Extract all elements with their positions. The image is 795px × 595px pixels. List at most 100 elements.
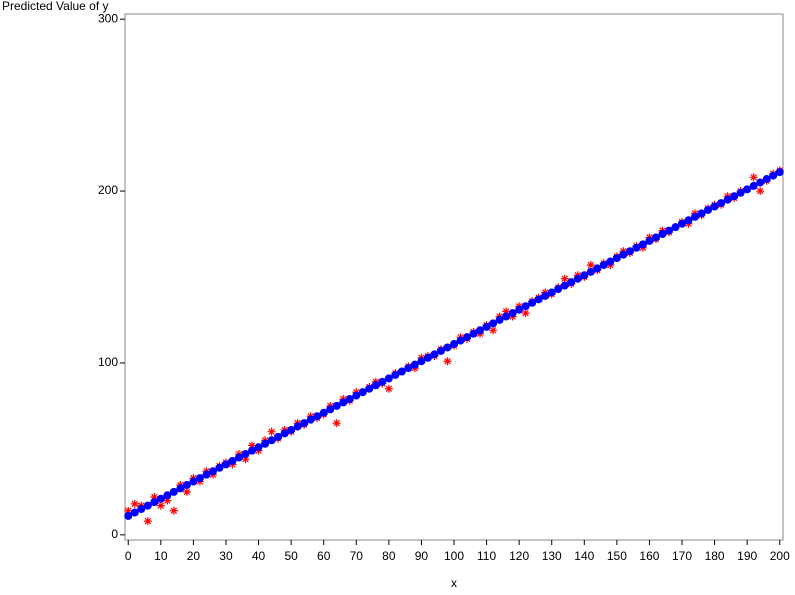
x-tick-label: 40 bbox=[252, 549, 266, 563]
x-tick-label: 120 bbox=[509, 549, 529, 563]
predicted-point bbox=[130, 508, 139, 517]
predicted-point bbox=[124, 511, 133, 520]
predicted-point bbox=[267, 436, 276, 445]
predicted-point bbox=[417, 357, 426, 366]
chart-title: Predicted Value of y bbox=[2, 0, 109, 13]
predicted-point bbox=[528, 298, 537, 307]
predicted-point bbox=[378, 377, 387, 386]
predicted-point bbox=[345, 395, 354, 404]
predicted-point bbox=[450, 340, 458, 349]
predicted-point bbox=[176, 484, 185, 493]
predicted-point bbox=[730, 192, 739, 201]
observed-point bbox=[332, 419, 341, 428]
predicted-point bbox=[150, 498, 159, 507]
predicted-point bbox=[384, 374, 393, 383]
y-tick-label: 300 bbox=[98, 11, 118, 25]
predicted-point bbox=[515, 305, 524, 314]
predicted-point bbox=[228, 456, 237, 465]
predicted-point bbox=[261, 439, 270, 448]
predicted-point bbox=[143, 501, 152, 510]
predicted-point bbox=[502, 312, 511, 321]
predicted-point bbox=[762, 175, 771, 184]
predicted-point bbox=[423, 353, 432, 362]
predicted-point bbox=[137, 505, 146, 514]
predicted-point bbox=[287, 425, 296, 434]
observed-point bbox=[130, 499, 139, 508]
observed-point bbox=[749, 173, 758, 182]
x-tick-label: 190 bbox=[737, 549, 757, 563]
observed-point bbox=[169, 506, 178, 515]
predicted-point bbox=[547, 288, 556, 297]
predicted-point bbox=[443, 343, 452, 352]
predicted-point bbox=[163, 491, 172, 500]
predicted-point bbox=[352, 391, 361, 400]
predicted-point bbox=[410, 360, 419, 369]
predicted-point bbox=[404, 364, 413, 373]
predicted-point bbox=[463, 333, 472, 342]
predicted-point bbox=[612, 254, 621, 263]
predicted-point bbox=[573, 274, 582, 283]
predicted-point bbox=[684, 216, 693, 225]
predicted-point bbox=[632, 243, 641, 252]
predicted-point bbox=[736, 188, 745, 197]
predicted-point bbox=[521, 302, 530, 311]
predicted-point bbox=[189, 477, 198, 486]
predicted-point bbox=[476, 326, 485, 335]
predicted-point bbox=[664, 226, 673, 235]
observed-point bbox=[143, 517, 152, 526]
predicted-point bbox=[541, 291, 550, 300]
x-tick-label: 10 bbox=[154, 549, 168, 563]
predicted-point bbox=[221, 460, 230, 469]
predicted-point bbox=[651, 233, 660, 242]
predicted-point bbox=[195, 474, 204, 483]
predicted-point bbox=[241, 450, 250, 459]
predicted-point bbox=[306, 415, 315, 424]
predicted-point bbox=[482, 322, 491, 331]
predicted-point bbox=[554, 285, 563, 294]
predicted-point bbox=[567, 278, 576, 287]
observed-point bbox=[163, 496, 172, 505]
predicted-point bbox=[534, 295, 543, 304]
x-tick-label: 50 bbox=[284, 549, 298, 563]
predicted-point bbox=[671, 223, 680, 232]
observed-point bbox=[489, 326, 498, 335]
predicted-point bbox=[156, 494, 165, 503]
x-tick-label: 100 bbox=[444, 549, 464, 563]
predicted-point bbox=[743, 185, 752, 194]
predicted-point bbox=[182, 480, 191, 489]
observed-point bbox=[560, 274, 569, 283]
x-tick-label: 20 bbox=[187, 549, 201, 563]
predicted-point bbox=[560, 281, 569, 290]
predicted-point bbox=[215, 463, 224, 472]
predicted-point bbox=[300, 419, 309, 428]
predicted-point bbox=[619, 250, 628, 259]
x-tick-label: 150 bbox=[607, 549, 627, 563]
predicted-point bbox=[430, 350, 439, 359]
x-tick-label: 90 bbox=[415, 549, 429, 563]
observed-point bbox=[384, 384, 393, 393]
predicted-point bbox=[717, 199, 726, 208]
predicted-point bbox=[678, 219, 687, 228]
x-tick-label: 60 bbox=[317, 549, 331, 563]
predicted-point bbox=[638, 240, 647, 249]
predicted-point bbox=[697, 209, 706, 218]
predicted-point bbox=[775, 168, 784, 177]
predicted-point bbox=[274, 432, 283, 441]
predicted-point bbox=[756, 178, 765, 187]
y-tick-label: 0 bbox=[111, 527, 118, 541]
observed-point bbox=[248, 441, 257, 450]
predicted-point bbox=[391, 370, 400, 379]
predicted-point bbox=[625, 247, 634, 256]
predicted-point bbox=[769, 171, 778, 180]
predicted-point bbox=[586, 267, 595, 276]
observed-point bbox=[156, 501, 165, 510]
predicted-point bbox=[313, 412, 322, 421]
x-tick-label: 160 bbox=[639, 549, 659, 563]
observed-point bbox=[502, 307, 511, 316]
observed-point bbox=[521, 309, 530, 318]
observed-point bbox=[443, 357, 452, 366]
predicted-point bbox=[723, 195, 732, 204]
predicted-point bbox=[365, 384, 374, 393]
predicted-point bbox=[248, 446, 257, 455]
